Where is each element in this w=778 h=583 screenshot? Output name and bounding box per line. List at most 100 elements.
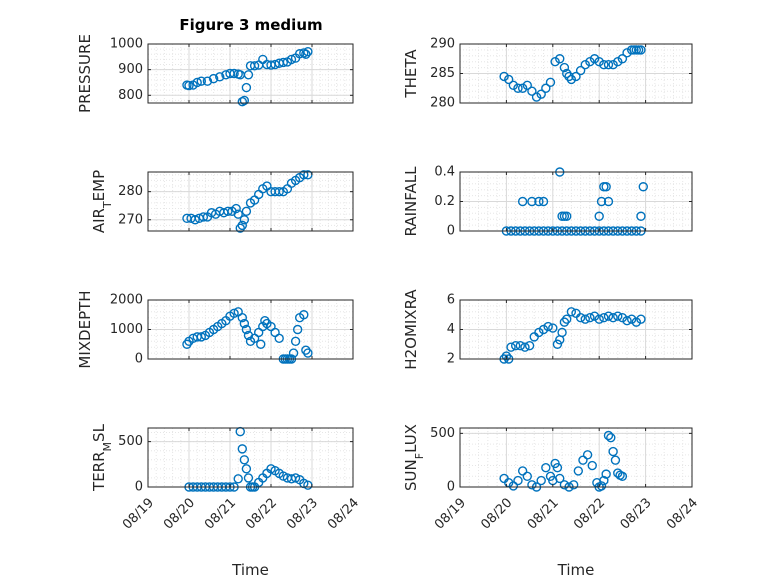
data-point [578,455,588,465]
data-point [582,450,593,460]
data-point [575,65,586,76]
data-point [545,77,556,88]
data-point [559,62,570,73]
data-point [562,68,572,79]
y-tick-label: 500 [430,426,455,441]
data-point [603,430,614,441]
data-point [601,469,611,479]
y-axis-label: TERRMSL [90,423,114,492]
data-point [499,71,509,82]
data-point [299,48,309,58]
data-point [541,462,551,473]
data-point [524,341,535,351]
data-point [241,82,252,93]
data-point [599,59,609,70]
y-tick-label: 2000 [110,293,143,308]
data-point [196,76,207,86]
axes-box [147,171,354,232]
data-point [573,466,584,476]
data-point [223,206,233,217]
subplot-grid: 800 900 1000 PRESSURE 280 285 290 THETA 270 280 AI… [76,34,701,579]
data-point [571,71,581,82]
data-point [617,54,628,64]
y-tick-label: 0 [135,480,143,495]
data-point [196,332,207,342]
data-point [610,455,621,465]
x-axis-label: Time [231,561,269,579]
data-point [536,475,546,486]
y-tick-label: 0.2 [434,194,455,209]
data-point [527,86,537,96]
data-point [184,80,194,91]
y-tick-label: 285 [430,66,455,81]
data-point [594,57,604,67]
subplot-3: 270 280 AIRTEMP [90,170,354,233]
data-point [601,182,611,192]
axes-box [147,43,354,104]
data-point [599,313,609,323]
data-point [548,323,558,333]
data-point [256,339,266,349]
data-point [636,211,646,221]
data-point [237,444,248,454]
data-point [603,196,614,207]
y-tick-label: 270 [118,212,143,227]
y-tick-label: 1000 [110,37,143,52]
data-point [229,68,239,79]
data-point [190,215,200,225]
y-tick-label: 500 [118,434,143,449]
y-tick-label: 0 [447,224,455,239]
data-point [622,315,632,326]
data-point [231,203,241,214]
data-point [215,72,225,82]
y-axis-label: AIRTEMP [90,170,114,233]
axes-box [459,427,693,488]
axes-box [147,427,354,488]
data-point [552,462,563,473]
data-point [288,348,299,358]
data-point [517,83,528,93]
data-point [636,45,646,55]
data-point [596,481,607,491]
data-point [531,92,542,102]
data-point [299,310,309,320]
data-point [631,317,642,327]
y-tick-label: 290 [430,37,455,52]
data-point [527,480,537,490]
subplot-6: 2 4 6 H2OMIXRA [402,289,693,370]
data-point [233,474,243,484]
data-point [513,83,523,93]
y-axis-label: THETA [402,49,420,99]
data-point [237,97,248,107]
y-tick-label: 280 [118,184,143,199]
data-point [613,311,623,321]
data-point [626,314,637,324]
data-point [241,324,252,335]
subplot-5: 0 1000 2000 MIXDEPTH [76,290,354,369]
data-point [608,446,618,457]
data-point [538,196,549,207]
data-point [534,327,544,338]
x-axis-label: Time [557,561,595,579]
data-point [237,220,248,231]
data-point [608,59,618,70]
data-point [636,314,646,324]
data-point [301,49,311,59]
data-point [508,80,519,91]
data-point [580,314,590,324]
data-point [274,333,284,344]
data-point [559,317,570,327]
data-point [566,74,577,85]
data-point [520,342,530,352]
data-point [580,59,590,70]
data-point [239,455,250,465]
data-point [501,351,512,361]
data-point [198,212,209,222]
subplot-2: 280 285 290 THETA [402,37,693,111]
data-point [557,327,567,338]
y-tick-label: 4 [447,322,455,337]
data-point [241,206,252,217]
data-point [617,313,628,323]
data-point [562,314,572,324]
data-point [513,475,523,486]
